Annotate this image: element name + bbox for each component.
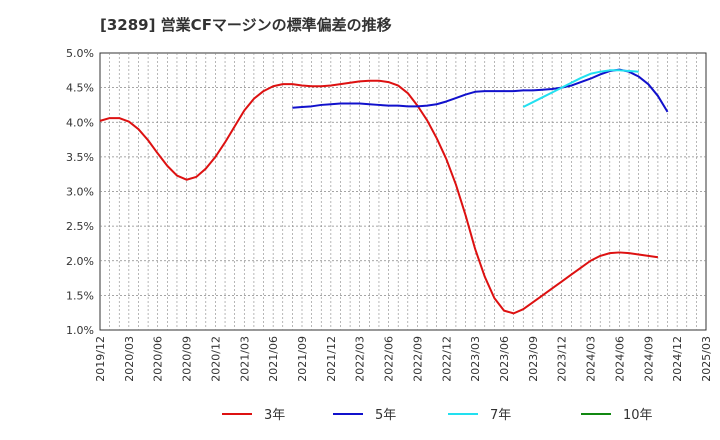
x-tick-label: 2020/03 bbox=[123, 336, 136, 382]
legend-label: 7年 bbox=[490, 408, 511, 423]
x-tick-label: 2024/06 bbox=[613, 336, 626, 382]
x-tick-label: 2021/03 bbox=[238, 336, 251, 382]
legend: 3年 5年 7年 10年 bbox=[222, 408, 653, 423]
x-tick-label: 2023/03 bbox=[469, 336, 482, 382]
legend-label: 3年 bbox=[264, 408, 285, 423]
x-tick-label: 2024/03 bbox=[585, 336, 598, 382]
x-tick-label: 2025/03 bbox=[700, 336, 713, 382]
series-line-0 bbox=[99, 79, 659, 315]
x-tick-label: 2022/12 bbox=[440, 336, 453, 382]
plot-area bbox=[99, 52, 707, 331]
x-tick-label: 2023/06 bbox=[498, 336, 511, 382]
grid bbox=[100, 53, 706, 330]
series-line-2 bbox=[522, 69, 639, 108]
y-tick-label: 1.5% bbox=[66, 289, 94, 302]
chart-title: [3289] 営業CFマージンの標準偏差の推移 bbox=[100, 16, 392, 34]
x-axis: 2019/12 2020/03 2020/06 2020/09 2020/12 2021/… bbox=[94, 336, 713, 382]
y-tick-label: 2.0% bbox=[66, 255, 94, 268]
x-tick-label: 2020/06 bbox=[152, 336, 165, 382]
series-line-1 bbox=[292, 68, 669, 113]
x-tick-label: 2020/12 bbox=[209, 336, 222, 382]
x-tick-label: 2019/12 bbox=[94, 336, 107, 382]
x-tick-label: 2021/09 bbox=[296, 336, 309, 382]
x-tick-label: 2023/12 bbox=[556, 336, 569, 382]
legend-label: 10年 bbox=[623, 408, 653, 423]
x-tick-label: 2021/12 bbox=[325, 336, 338, 382]
x-tick-label: 2020/09 bbox=[181, 336, 194, 382]
y-tick-label: 5.0% bbox=[66, 47, 94, 60]
y-tick-label: 1.0% bbox=[66, 324, 94, 337]
x-tick-label: 2023/09 bbox=[527, 336, 540, 382]
series-lines bbox=[99, 68, 669, 315]
legend-label: 5年 bbox=[375, 408, 396, 423]
x-tick-label: 2022/06 bbox=[383, 336, 396, 382]
y-axis: 5.0% 4.5% 4.0% 3.5% 3.0% 2.5% 2.0% 1.5% 1.0% bbox=[66, 47, 94, 337]
y-tick-label: 4.0% bbox=[66, 116, 94, 129]
x-tick-label: 2024/09 bbox=[642, 336, 655, 382]
x-tick-label: 2021/06 bbox=[267, 336, 280, 382]
y-tick-label: 2.5% bbox=[66, 220, 94, 233]
y-tick-label: 4.5% bbox=[66, 82, 94, 95]
x-tick-label: 2022/09 bbox=[411, 336, 424, 382]
x-tick-label: 2024/12 bbox=[671, 336, 684, 382]
y-tick-label: 3.0% bbox=[66, 186, 94, 199]
y-tick-label: 3.5% bbox=[66, 151, 94, 164]
x-tick-label: 2022/03 bbox=[354, 336, 367, 382]
